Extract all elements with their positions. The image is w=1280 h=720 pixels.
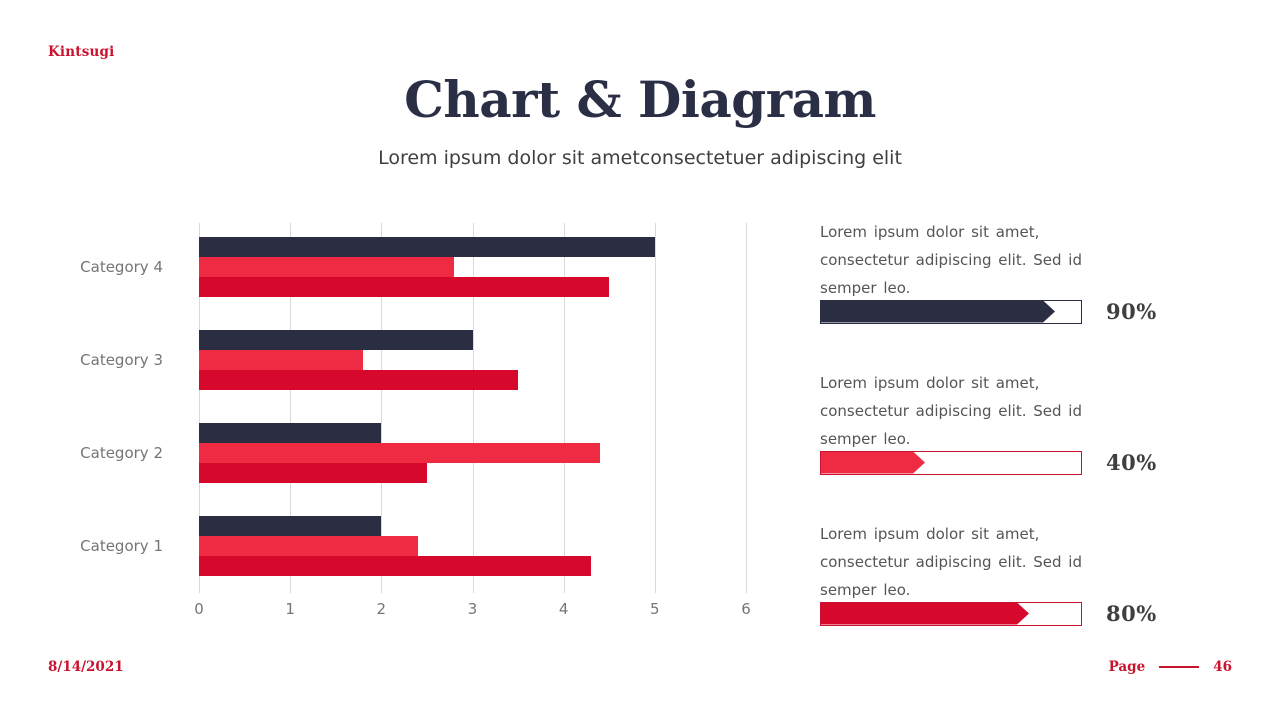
page-number: 46 (1213, 659, 1232, 675)
stat-item: Lorem ipsum dolor sit amet, consectetur … (820, 369, 1160, 489)
bar-series-navy (199, 237, 655, 257)
category-label: Category 1 (80, 537, 163, 555)
gridline (654, 223, 656, 593)
stat-bar-row: 40% (820, 450, 1157, 475)
stat-percent: 40% (1106, 450, 1157, 475)
bar-series-bright-red (199, 536, 418, 556)
stat-percent: 80% (1106, 601, 1157, 626)
category-label: Category 2 (80, 444, 163, 462)
bar-series-bright-red (199, 443, 601, 463)
bar-series-dark-red (199, 277, 610, 297)
progress-bar (820, 601, 1082, 626)
category-group: Category 3 (80, 330, 746, 390)
stat-text: Lorem ipsum dolor sit amet, consectetur … (820, 223, 1082, 297)
page-divider-line (1159, 666, 1200, 668)
bar-series-bright-red (199, 350, 364, 370)
brand-logo: Kintsugi (48, 44, 115, 60)
stat-item: Lorem ipsum dolor sit amet, consectetur … (820, 218, 1160, 338)
category-label: Category 4 (80, 258, 163, 276)
stat-bar-row: 90% (820, 299, 1157, 324)
axis-tick-label: 6 (741, 600, 751, 618)
axis-tick-label: 2 (376, 600, 387, 618)
gridline (381, 223, 383, 593)
bar-series-bright-red (199, 257, 455, 277)
footer-page: Page 46 (1109, 659, 1232, 675)
page-label: Page (1108, 659, 1146, 675)
stat-text: Lorem ipsum dolor sit amet, consectetur … (820, 525, 1082, 599)
axis-tick-label: 3 (467, 600, 478, 618)
progress-bar (820, 299, 1082, 324)
bar-series-dark-red (199, 556, 592, 576)
page-title: Chart & Diagram (404, 70, 876, 129)
bar-series-navy (199, 330, 473, 350)
category-group: Category 2 (80, 423, 746, 483)
gridline (746, 223, 747, 593)
progress-bar (820, 450, 1082, 475)
gridline (472, 223, 474, 593)
progress-fill (821, 301, 1055, 323)
bar-series-dark-red (199, 370, 519, 390)
footer-date: 8/14/2021 (48, 659, 124, 675)
axis-tick-label: 0 (194, 600, 204, 618)
axis-tick-label: 4 (558, 600, 569, 618)
stat-percent: 90% (1106, 299, 1157, 324)
stat-text: Lorem ipsum dolor sit amet, consectetur … (820, 374, 1082, 448)
category-group: Category 4 (80, 237, 746, 297)
category-label: Category 3 (80, 351, 163, 369)
progress-fill (821, 603, 1029, 625)
gridline (563, 223, 565, 593)
gridline (199, 223, 200, 593)
bar-series-navy (199, 516, 382, 536)
bar-chart-plot-area: 0 1 2 3 4 5 6 Category 4 Category 3 Category 2 Cat… (80, 223, 751, 618)
stat-bar-row: 80% (820, 601, 1157, 626)
gridline (290, 223, 292, 593)
progress-fill (821, 452, 925, 474)
bar-series-dark-red (199, 463, 427, 483)
category-group: Category 1 (80, 516, 746, 576)
axis-tick-label: 5 (650, 600, 660, 618)
stat-item: Lorem ipsum dolor sit amet, consectetur … (820, 520, 1160, 640)
bar-series-navy (199, 423, 382, 443)
page-subtitle: Lorem ipsum dolor sit ametconsectetuer a… (378, 147, 902, 169)
axis-tick-label: 1 (285, 600, 295, 618)
